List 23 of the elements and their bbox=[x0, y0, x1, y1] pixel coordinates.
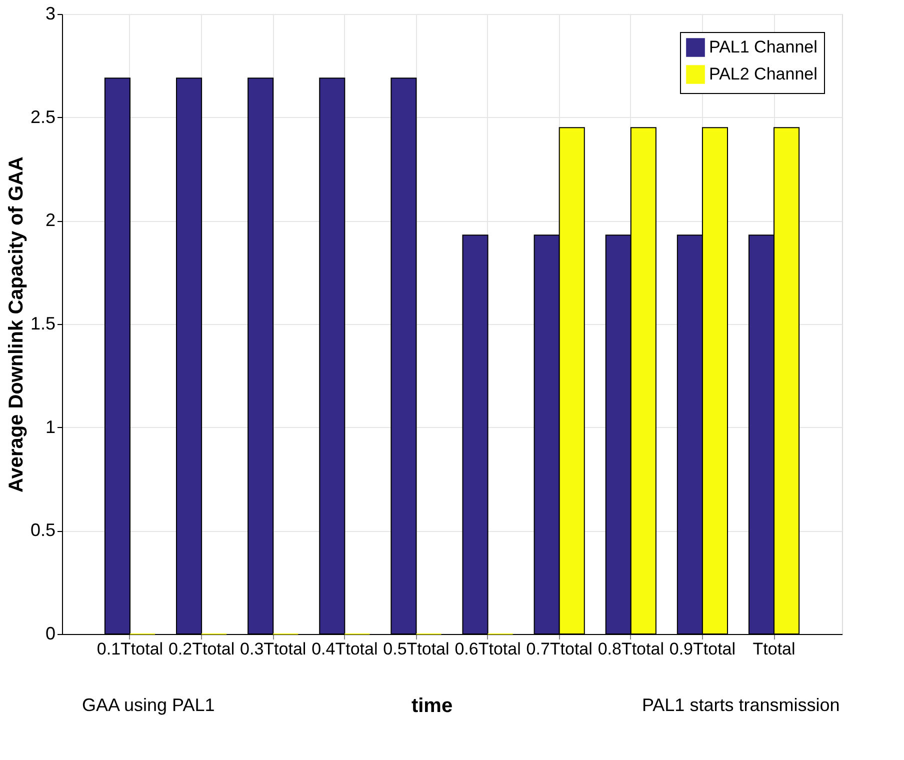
y-tick-label: 1.5 bbox=[30, 314, 56, 334]
y-tick-label: 1 bbox=[45, 416, 56, 437]
y-tick-label: 3 bbox=[45, 4, 56, 24]
x-tick-label: 0.7Ttotal bbox=[526, 640, 592, 658]
x-tick-label: 0.3Ttotal bbox=[240, 640, 306, 658]
x-tick-label: 0.1Ttotal bbox=[96, 640, 164, 658]
y-tick-label: 0 bbox=[45, 624, 56, 644]
text: GAA using PAL1 bbox=[82, 695, 215, 715]
x-tick-label: Ttotal bbox=[752, 640, 796, 658]
x-axis-title: time bbox=[411, 695, 453, 717]
y-tick-label: 0.5 bbox=[30, 520, 56, 540]
x-tick-label: 0.4Ttotal bbox=[312, 640, 378, 658]
x-tick-label: 0.5Ttotal bbox=[383, 640, 450, 658]
x-tick-label: 0.6Ttotal bbox=[454, 640, 521, 658]
legend-label: PAL2 Channel bbox=[709, 64, 818, 84]
text: PAL1 starts transmission bbox=[642, 695, 840, 715]
x-tick-label: 0.8Ttotal bbox=[598, 640, 664, 658]
y-tick-label: 2.5 bbox=[30, 106, 56, 127]
legend-label: PAL1 Channel bbox=[709, 38, 818, 56]
y-axis-title: Average Downlink Capacity of GAA bbox=[5, 156, 28, 492]
x-tick-label: 0.2Ttotal bbox=[168, 640, 235, 658]
x-tick-label: 0.9Ttotal bbox=[669, 640, 736, 658]
y-tick-label: 2 bbox=[45, 210, 56, 230]
